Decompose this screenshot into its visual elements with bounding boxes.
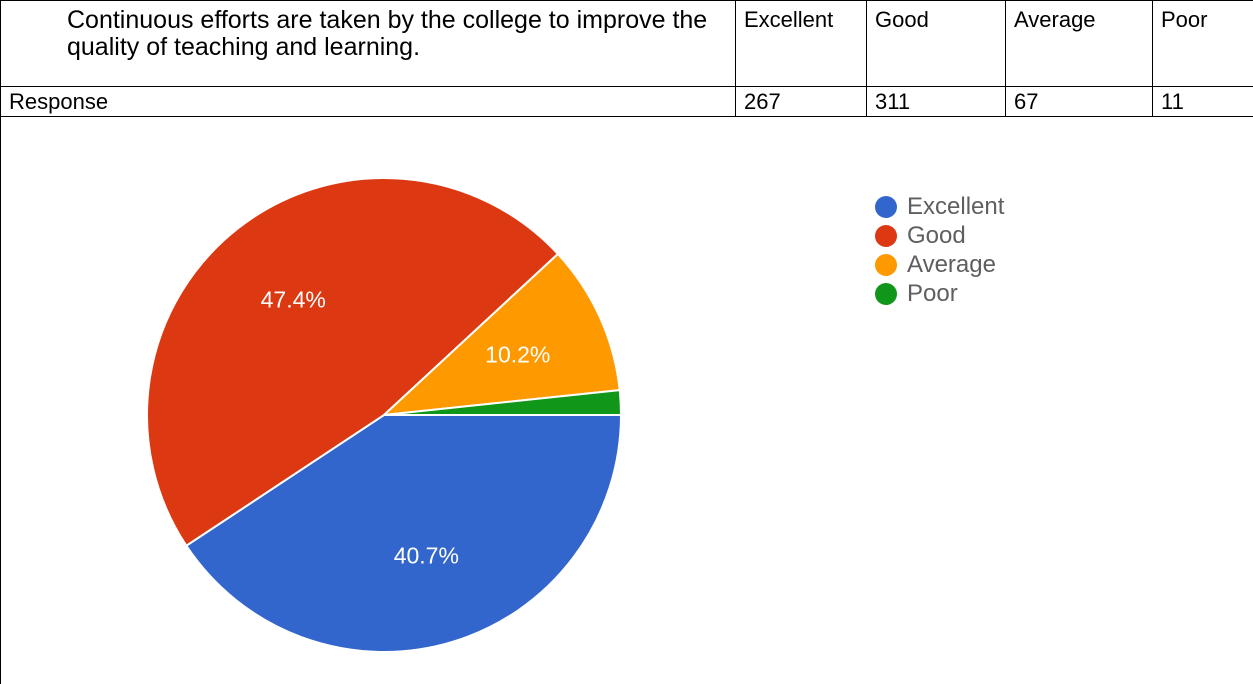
header-excellent: Excellent	[735, 0, 867, 87]
pie-chart: 40.7% 47.4% 10.2%	[146, 177, 623, 653]
legend-label-good: Good	[907, 221, 966, 249]
legend-swatch-poor	[875, 282, 897, 305]
slice-label-good: 47.4%	[261, 286, 326, 312]
chart-area: 40.7% 47.4% 10.2% Excellent Good Average P…	[0, 116, 1252, 684]
legend-swatch-excellent	[875, 195, 897, 218]
legend-label-poor: Poor	[907, 279, 958, 307]
response-poor: 11	[1152, 86, 1253, 117]
legend-item-poor: Poor	[875, 279, 1004, 308]
pie-slice-good	[146, 177, 560, 548]
legend-label-excellent: Excellent	[907, 192, 1005, 220]
response-row: Response 267 311 67 11	[0, 86, 1253, 117]
legend-item-excellent: Excellent	[875, 192, 1004, 221]
header-average: Average	[1005, 0, 1153, 87]
legend: Excellent Good Average Poor	[875, 192, 1004, 308]
response-average: 67	[1005, 86, 1153, 117]
legend-item-good: Good	[875, 221, 1004, 250]
header-row: Continuous efforts are taken by the coll…	[0, 0, 1253, 87]
legend-swatch-good	[875, 224, 897, 247]
pie-slice-average	[381, 252, 621, 417]
header-good: Good	[866, 0, 1006, 87]
legend-swatch-average	[875, 253, 897, 276]
response-excellent: 267	[735, 86, 867, 117]
survey-table: Continuous efforts are taken by the coll…	[0, 0, 1253, 117]
response-good: 311	[866, 86, 1006, 117]
question-text: Continuous efforts are taken by the coll…	[0, 0, 736, 87]
slice-label-excellent: 40.7%	[394, 543, 459, 569]
slice-label-average: 10.2%	[485, 341, 550, 367]
legend-item-average: Average	[875, 250, 1004, 279]
response-label: Response	[0, 86, 736, 117]
legend-label-average: Average	[907, 250, 996, 278]
header-poor: Poor	[1152, 0, 1253, 87]
pie-slice-poor	[383, 388, 623, 416]
